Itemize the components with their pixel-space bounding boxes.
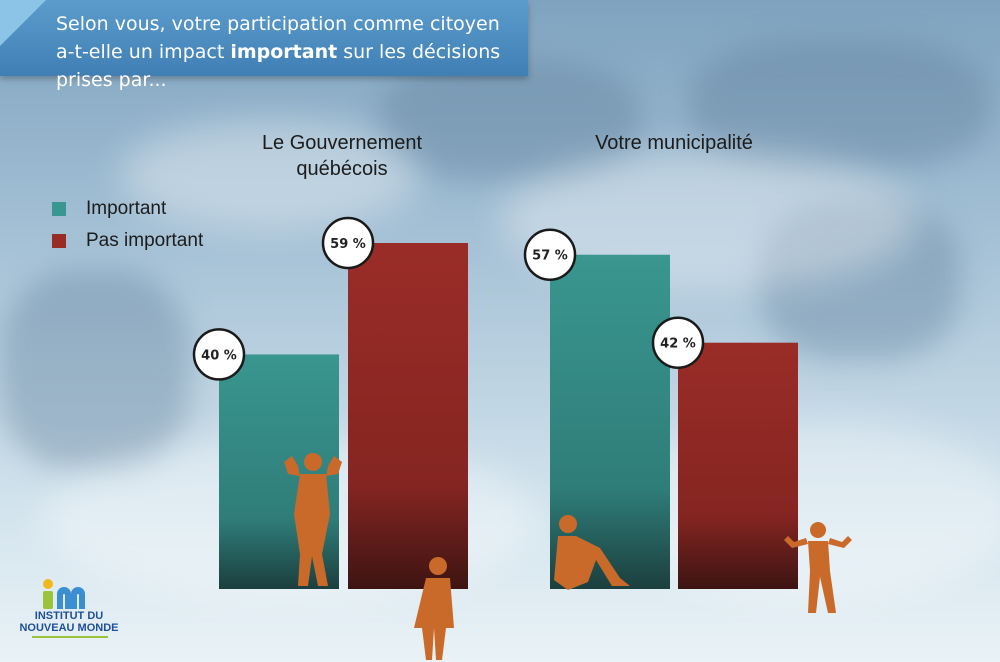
legend-item-pas-important: Pas important	[52, 225, 203, 257]
group-label-gouvernement: Le Gouvernement québécois	[232, 130, 452, 182]
bar-pas-important-municipalite	[678, 342, 798, 589]
bar-pas-important-gouvernement	[348, 243, 468, 589]
logo-text-line1: INSTITUT DU	[34, 610, 104, 622]
data-label-important-gouvernement: 40 %	[192, 328, 246, 381]
data-label-text: 57 %	[532, 249, 568, 264]
group-label-line: Le Gouvernement	[261, 132, 423, 154]
data-label-circle	[651, 316, 705, 369]
logo-text-line2: NOUVEAU MONDE	[19, 622, 119, 634]
legend-swatch-important	[52, 202, 66, 216]
background-map-shape	[760, 200, 960, 360]
person-standing-silhouette	[414, 557, 454, 660]
data-label-circle	[321, 216, 375, 270]
question-emphasis: important	[230, 41, 338, 63]
banner-fold	[0, 0, 46, 46]
bar-important-municipalite	[550, 254, 670, 589]
data-label-text: 59 %	[330, 237, 366, 252]
data-label-text: 40 %	[201, 348, 237, 363]
person-sitting-silhouette	[554, 515, 630, 590]
question-banner: Selon vous, votre participation comme ci…	[0, 0, 528, 91]
legend-item-important: Important	[52, 193, 203, 225]
person-flexing-silhouette	[284, 453, 342, 586]
group-label-line: Votre municipalité	[595, 132, 753, 154]
legend: Important Pas important	[52, 193, 203, 257]
data-label-text: 42 %	[660, 337, 696, 352]
legend-label-pas-important: Pas important	[86, 230, 204, 251]
logo-im-mark	[43, 579, 85, 609]
logo-institut-du-nouveau-monde: INSTITUT DU NOUVEAU MONDE	[14, 578, 124, 648]
legend-label-important: Important	[86, 198, 167, 219]
data-label-circle	[192, 328, 246, 381]
background-map-shape	[690, 40, 990, 170]
person-shrugging-silhouette	[784, 522, 852, 613]
background-map-shape	[380, 60, 640, 180]
data-label-pas-important-gouvernement: 59 %	[321, 216, 375, 270]
logo-underline	[32, 636, 108, 638]
background-map-shape	[0, 270, 190, 470]
background-cloud	[120, 120, 420, 230]
question-text: Selon vous, votre participation comme ci…	[56, 13, 501, 91]
data-label-important-municipalite: 57 %	[523, 228, 577, 281]
group-label-municipalite: Votre municipalité	[564, 130, 784, 156]
data-label-circle	[523, 228, 577, 281]
data-label-pas-important-municipalite: 42 %	[651, 316, 705, 369]
legend-swatch-pas-important	[52, 234, 66, 248]
group-label-line: québécois	[296, 158, 388, 180]
